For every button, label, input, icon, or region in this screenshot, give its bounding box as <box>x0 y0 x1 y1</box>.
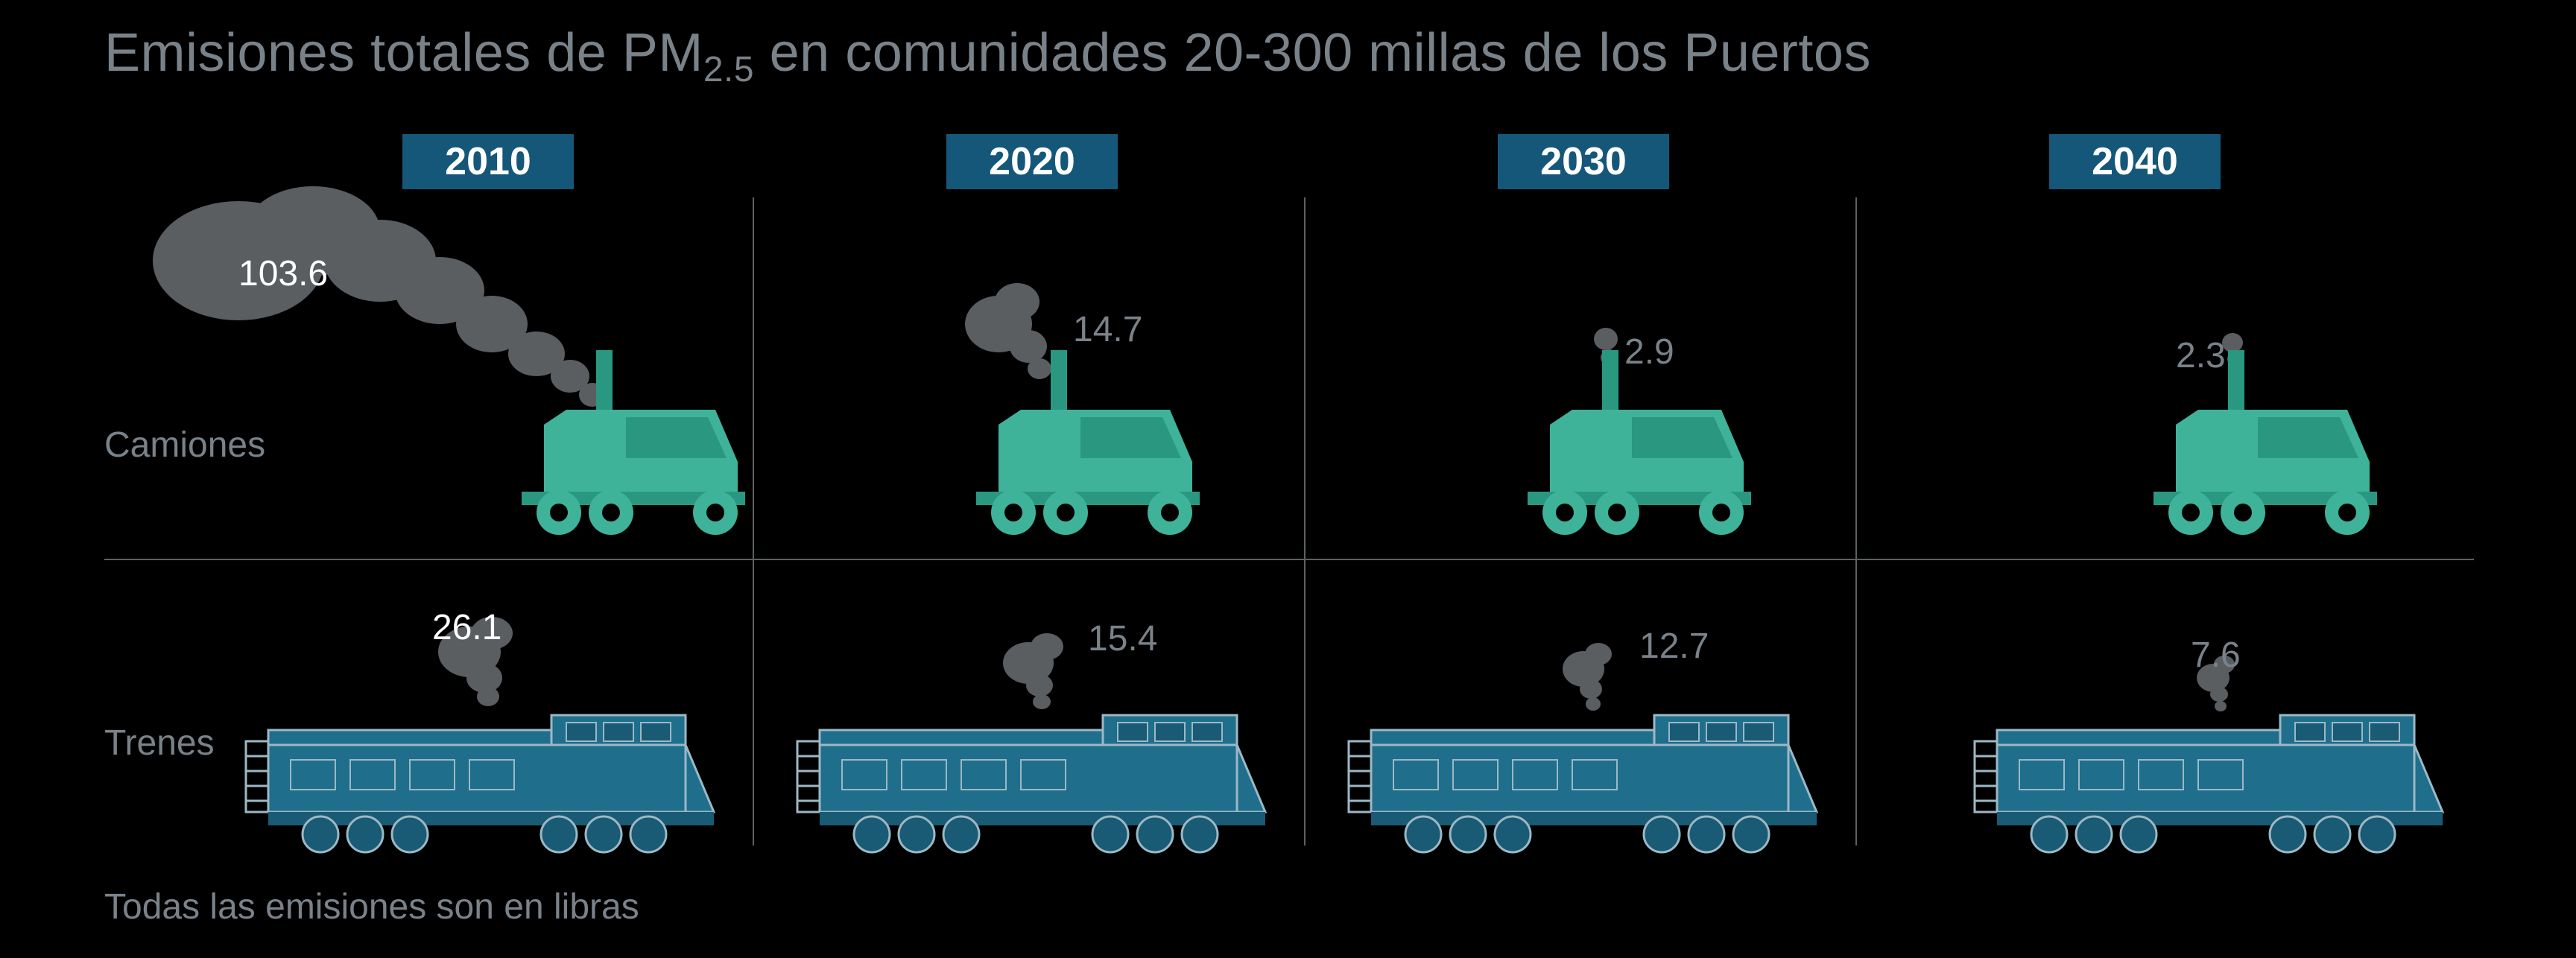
grid-hline <box>104 559 2474 560</box>
title-sub: 2.5 <box>703 50 754 89</box>
year-badge-2020: 2020 <box>946 134 1118 189</box>
train-icon <box>238 611 715 864</box>
infographic-canvas: Emisiones totales de PM2.5 en comunidade… <box>0 0 2576 958</box>
grid-vline-3 <box>1855 197 1857 846</box>
truck-value-2020: 14.7 <box>1073 309 1142 350</box>
cell-train-2030: 12.7 <box>1311 566 1848 879</box>
cell-train-2020: 15.4 <box>760 566 1297 879</box>
truck-value-2030: 2.9 <box>1624 332 1674 372</box>
year-badge-2030: 2030 <box>1498 134 1669 189</box>
train-value-2040: 7.6 <box>2191 635 2241 676</box>
cell-truck-2030: 2.9 <box>1311 194 1848 551</box>
cell-truck-2010: 103.6 <box>104 194 745 551</box>
grid-vline-2 <box>1304 197 1306 846</box>
year-badge-2040: 2040 <box>2049 134 2221 189</box>
truck-icon <box>1468 253 1788 536</box>
train-icon <box>1341 611 1818 864</box>
truck-icon <box>2094 253 2414 536</box>
cell-truck-2040: 2.3 <box>1863 194 2474 551</box>
cell-train-2040: 7.6 <box>1863 566 2474 879</box>
truck-icon <box>149 179 768 536</box>
title-pre: Emisiones totales de PM <box>104 23 703 83</box>
chart-title: Emisiones totales de PM2.5 en comunidade… <box>104 22 1871 83</box>
footnote: Todas las emisiones son en libras <box>104 886 639 927</box>
truck-value-2010: 103.6 <box>238 253 328 294</box>
train-value-2030: 12.7 <box>1639 626 1709 667</box>
truck-value-2040: 2.3 <box>2176 335 2226 376</box>
cell-truck-2020: 14.7 <box>760 194 1297 551</box>
truck-icon <box>917 253 1237 536</box>
cell-train-2010: 26.1 <box>104 566 745 879</box>
train-icon <box>790 611 1267 864</box>
train-value-2020: 15.4 <box>1088 618 1157 659</box>
train-value-2010: 26.1 <box>432 607 501 648</box>
title-post: en comunidades 20-300 millas de los Puer… <box>754 23 1871 83</box>
